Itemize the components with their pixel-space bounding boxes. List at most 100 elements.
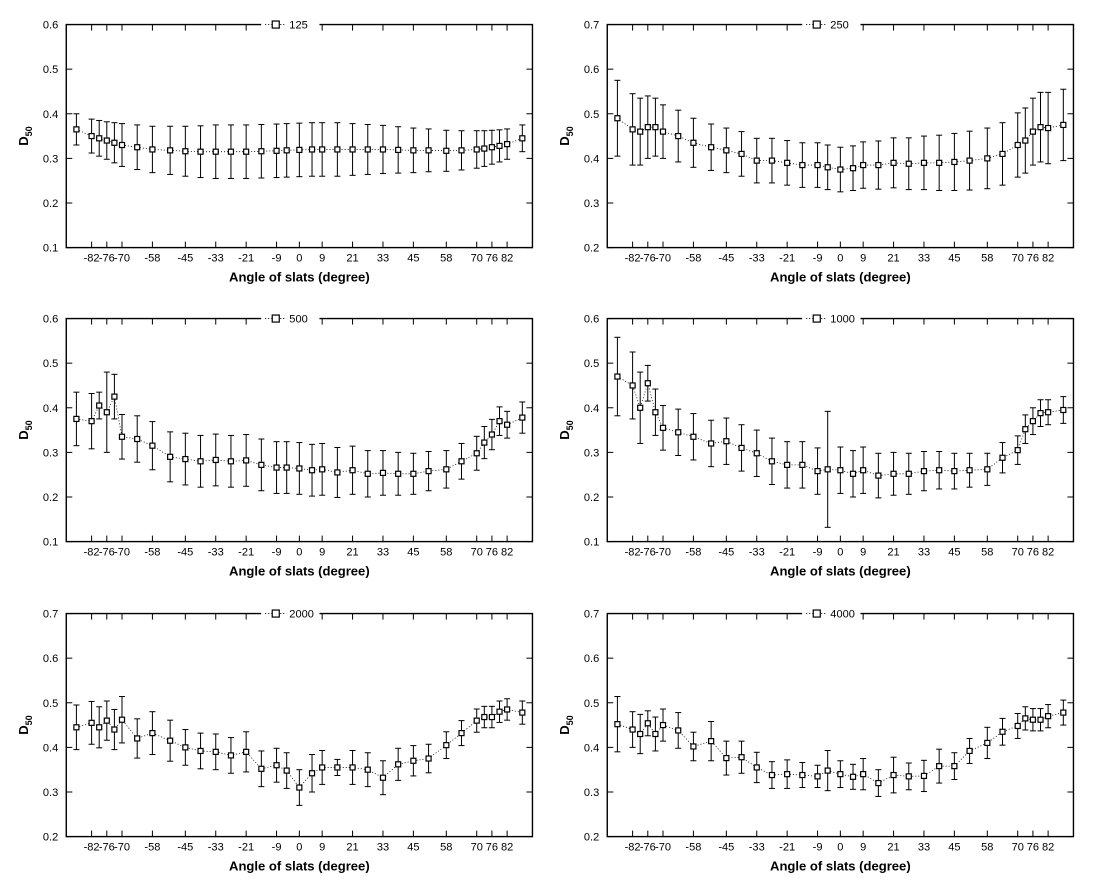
- data-marker: [97, 403, 102, 408]
- data-marker: [614, 374, 619, 379]
- x-tick-label: 82: [1041, 547, 1053, 559]
- data-marker: [119, 142, 124, 147]
- data-marker: [474, 718, 479, 723]
- data-marker: [614, 721, 619, 726]
- y-tick-label: 0.3: [43, 153, 58, 165]
- data-marker: [310, 468, 315, 473]
- data-marker: [1030, 419, 1035, 424]
- chart-svg: 0.10.20.30.40.50.6-82-76-70-58-45-33-21-…: [551, 304, 1084, 590]
- data-marker: [906, 161, 911, 166]
- data-marker: [652, 125, 657, 130]
- data-marker: [213, 458, 218, 463]
- data-marker: [482, 146, 487, 151]
- x-tick-label: -45: [718, 841, 734, 853]
- x-tick-label: 82: [501, 547, 513, 559]
- data-marker: [645, 381, 650, 386]
- x-tick-label: -70: [655, 547, 671, 559]
- y-tick-label: 0.3: [583, 787, 598, 799]
- data-marker: [825, 467, 830, 472]
- x-tick-label: 58: [981, 547, 993, 559]
- legend-label: 4000: [830, 608, 855, 620]
- data-marker: [723, 439, 728, 444]
- x-tick-label: -9: [272, 547, 282, 559]
- data-marker: [74, 127, 79, 132]
- data-marker: [690, 435, 695, 440]
- data-marker: [652, 410, 657, 415]
- data-marker: [259, 766, 264, 771]
- data-marker: [825, 768, 830, 773]
- data-marker: [104, 410, 109, 415]
- x-tick-label: -70: [114, 253, 130, 265]
- data-marker: [213, 149, 218, 154]
- data-marker: [754, 451, 759, 456]
- data-marker: [497, 709, 502, 714]
- data-marker: [335, 765, 340, 770]
- data-marker: [459, 459, 464, 464]
- y-tick-label: 0.4: [43, 742, 58, 754]
- data-marker: [645, 125, 650, 130]
- x-tick-label: -76: [639, 253, 655, 265]
- data-marker: [489, 714, 494, 719]
- data-marker: [274, 465, 279, 470]
- y-axis-label: D50: [557, 126, 575, 145]
- x-tick-label: -82: [84, 841, 100, 853]
- data-marker: [365, 472, 370, 477]
- x-tick-label: 58: [440, 547, 452, 559]
- data-marker: [614, 116, 619, 121]
- data-marker: [708, 738, 713, 743]
- data-marker: [739, 446, 744, 451]
- data-marker: [1045, 410, 1050, 415]
- x-tick-label: 9: [860, 841, 866, 853]
- data-marker: [637, 406, 642, 411]
- x-tick-label: -82: [624, 253, 640, 265]
- data-marker: [482, 440, 487, 445]
- data-marker: [74, 417, 79, 422]
- x-tick-label: -33: [208, 253, 224, 265]
- data-marker: [815, 469, 820, 474]
- data-marker: [74, 724, 79, 729]
- data-marker: [723, 755, 728, 760]
- x-tick-label: 9: [319, 547, 325, 559]
- y-tick-label: 0.4: [43, 403, 58, 415]
- y-tick-label: 0.2: [583, 243, 598, 255]
- data-marker: [875, 473, 880, 478]
- data-marker: [815, 773, 820, 778]
- data-marker: [320, 467, 325, 472]
- x-tick-label: 45: [948, 253, 960, 265]
- x-tick-label: 45: [407, 841, 419, 853]
- x-tick-label: 82: [1041, 253, 1053, 265]
- data-marker: [850, 472, 855, 477]
- x-tick-label: 45: [948, 841, 960, 853]
- y-tick-label: 0.1: [43, 243, 58, 255]
- data-marker: [1015, 142, 1020, 147]
- data-marker: [875, 780, 880, 785]
- x-tick-label: -21: [779, 547, 795, 559]
- data-marker: [198, 748, 203, 753]
- data-marker: [444, 742, 449, 747]
- x-tick-label: -45: [718, 547, 734, 559]
- data-marker: [739, 754, 744, 759]
- x-tick-label: -21: [779, 253, 795, 265]
- y-tick-label: 0.5: [583, 109, 598, 121]
- x-tick-label: 82: [1041, 841, 1053, 853]
- data-marker: [380, 147, 385, 152]
- x-tick-label: 76: [1026, 547, 1038, 559]
- y-tick-label: 0.3: [583, 198, 598, 210]
- data-marker: [89, 720, 94, 725]
- data-marker: [350, 147, 355, 152]
- data-marker: [837, 167, 842, 172]
- y-tick-label: 0.2: [43, 492, 58, 504]
- data-marker: [168, 455, 173, 460]
- data-marker: [837, 771, 842, 776]
- data-marker: [183, 744, 188, 749]
- data-marker: [89, 419, 94, 424]
- data-marker: [921, 469, 926, 474]
- data-marker: [489, 432, 494, 437]
- data-marker: [1038, 411, 1043, 416]
- x-tick-label: 33: [377, 841, 389, 853]
- data-marker: [951, 159, 956, 164]
- data-marker: [213, 749, 218, 754]
- x-tick-label: 0: [837, 547, 843, 559]
- y-axis-label: D50: [16, 715, 34, 734]
- x-tick-label: 45: [948, 547, 960, 559]
